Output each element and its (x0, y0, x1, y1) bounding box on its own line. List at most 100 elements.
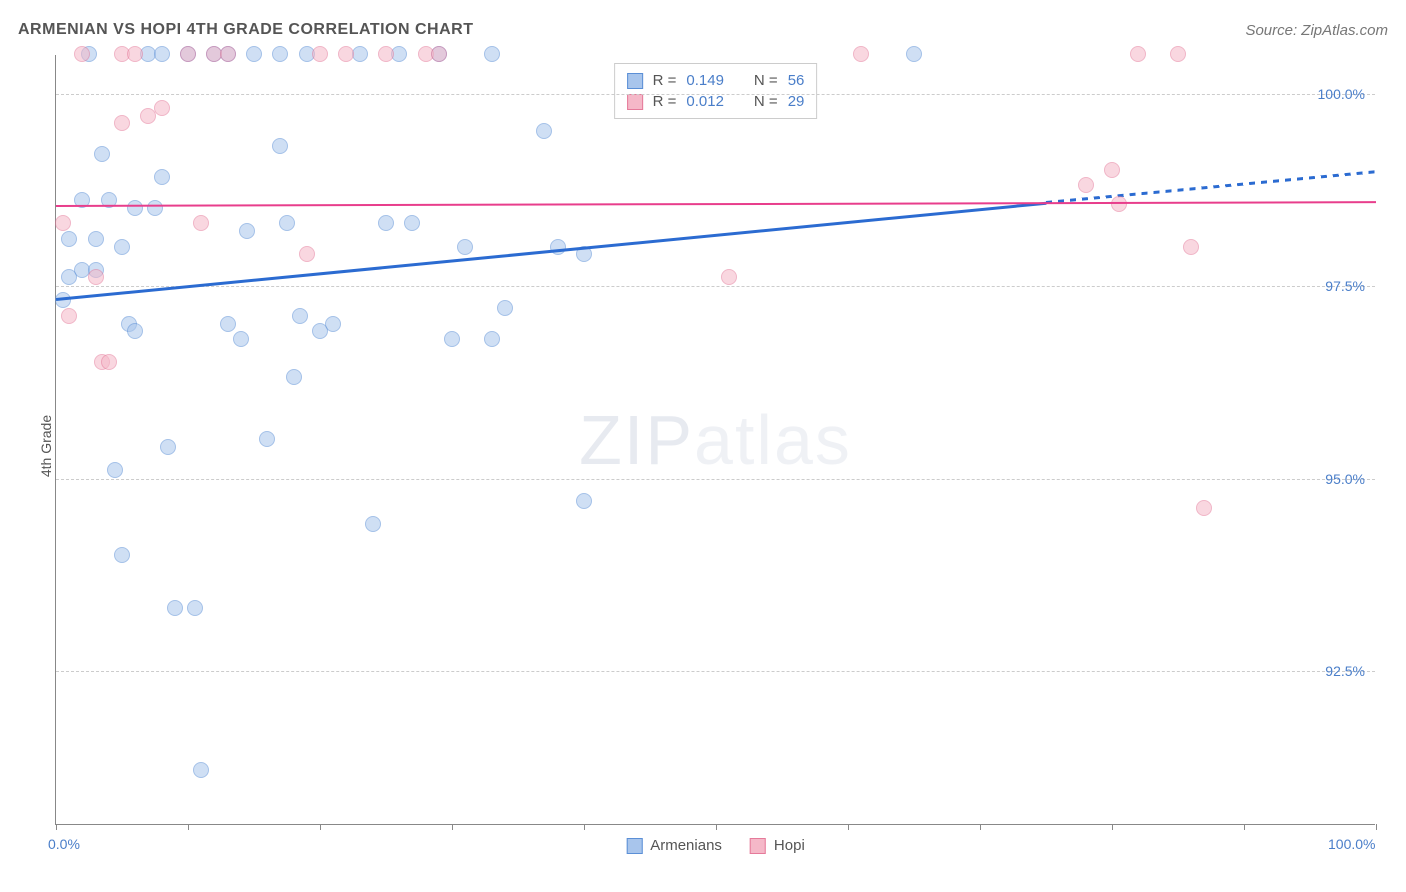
scatter-point-armenians (61, 231, 77, 247)
scatter-point-hopi (1104, 162, 1120, 178)
scatter-point-armenians (272, 46, 288, 62)
chart-header: ARMENIAN VS HOPI 4TH GRADE CORRELATION C… (18, 18, 1388, 42)
scatter-point-armenians (94, 146, 110, 162)
scatter-point-armenians (107, 462, 123, 478)
scatter-point-hopi (114, 115, 130, 131)
scatter-point-hopi (312, 46, 328, 62)
legend-n-label: N = (754, 93, 778, 110)
gridline-h (56, 94, 1375, 95)
watermark-atlas: atlas (694, 401, 852, 479)
scatter-point-armenians (378, 215, 394, 231)
legend-swatch-hopi (750, 838, 766, 854)
scatter-point-armenians (365, 516, 381, 532)
xtick-mark (452, 824, 453, 830)
legend-n-value-armenians: 56 (788, 72, 805, 89)
trend-line (56, 201, 1376, 207)
legend-series-box: Armenians Hopi (626, 837, 805, 854)
xtick-mark (1244, 824, 1245, 830)
scatter-point-armenians (233, 331, 249, 347)
watermark-zip: ZIP (579, 401, 694, 479)
scatter-point-hopi (1196, 500, 1212, 516)
scatter-point-armenians (292, 308, 308, 324)
scatter-point-armenians (906, 46, 922, 62)
legend-item-hopi: Hopi (750, 837, 805, 854)
gridline-h (56, 479, 1375, 480)
scatter-point-armenians (88, 231, 104, 247)
scatter-point-hopi (1130, 46, 1146, 62)
chart-title: ARMENIAN VS HOPI 4TH GRADE CORRELATION C… (18, 21, 474, 39)
scatter-point-armenians (193, 762, 209, 778)
scatter-point-armenians (114, 239, 130, 255)
trend-line (1046, 171, 1376, 204)
legend-swatch-armenians (627, 73, 643, 89)
legend-r-value-hopi: 0.012 (686, 93, 724, 110)
scatter-point-hopi (61, 308, 77, 324)
scatter-point-armenians (325, 316, 341, 332)
legend-swatch-armenians (626, 838, 642, 854)
scatter-point-armenians (457, 239, 473, 255)
xtick-label: 100.0% (1328, 836, 1375, 852)
ytick-label: 100.0% (1318, 86, 1365, 102)
legend-r-value-armenians: 0.149 (686, 72, 724, 89)
scatter-point-armenians (497, 300, 513, 316)
scatter-point-hopi (853, 46, 869, 62)
scatter-point-armenians (444, 331, 460, 347)
scatter-point-hopi (88, 269, 104, 285)
legend-label-armenians: Armenians (650, 837, 722, 854)
scatter-point-hopi (193, 215, 209, 231)
chart-plot-area: ZIPatlas R = 0.149 N = 56 R = 0.012 N = … (55, 55, 1375, 825)
legend-item-armenians: Armenians (626, 837, 722, 854)
xtick-mark (980, 824, 981, 830)
xtick-mark (716, 824, 717, 830)
scatter-point-hopi (74, 46, 90, 62)
scatter-point-hopi (180, 46, 196, 62)
ytick-label: 95.0% (1325, 471, 1365, 487)
scatter-point-armenians (286, 369, 302, 385)
scatter-point-armenians (239, 223, 255, 239)
xtick-mark (320, 824, 321, 830)
scatter-point-armenians (536, 123, 552, 139)
xtick-mark (56, 824, 57, 830)
chart-source: Source: ZipAtlas.com (1245, 22, 1388, 39)
scatter-point-armenians (127, 323, 143, 339)
scatter-point-hopi (127, 46, 143, 62)
legend-stats-box: R = 0.149 N = 56 R = 0.012 N = 29 (614, 63, 818, 119)
scatter-point-hopi (721, 269, 737, 285)
scatter-point-hopi (101, 354, 117, 370)
scatter-point-armenians (279, 215, 295, 231)
scatter-point-armenians (272, 138, 288, 154)
scatter-point-hopi (431, 46, 447, 62)
scatter-point-hopi (338, 46, 354, 62)
scatter-point-hopi (55, 215, 71, 231)
ytick-label: 97.5% (1325, 278, 1365, 294)
scatter-point-armenians (167, 600, 183, 616)
watermark: ZIPatlas (579, 400, 852, 480)
xtick-label: 0.0% (48, 836, 80, 852)
ytick-label: 92.5% (1325, 663, 1365, 679)
scatter-point-armenians (220, 316, 236, 332)
legend-swatch-hopi (627, 94, 643, 110)
scatter-point-hopi (1183, 239, 1199, 255)
scatter-point-armenians (154, 46, 170, 62)
scatter-point-armenians (187, 600, 203, 616)
scatter-point-hopi (1078, 177, 1094, 193)
scatter-point-armenians (404, 215, 420, 231)
scatter-point-armenians (484, 46, 500, 62)
scatter-point-armenians (484, 331, 500, 347)
xtick-mark (188, 824, 189, 830)
scatter-point-armenians (127, 200, 143, 216)
legend-stats-row-armenians: R = 0.149 N = 56 (627, 70, 805, 91)
scatter-point-hopi (378, 46, 394, 62)
xtick-mark (1112, 824, 1113, 830)
xtick-mark (584, 824, 585, 830)
xtick-mark (1376, 824, 1377, 830)
xtick-mark (848, 824, 849, 830)
legend-n-label: N = (754, 72, 778, 89)
legend-label-hopi: Hopi (774, 837, 805, 854)
scatter-point-armenians (576, 493, 592, 509)
gridline-h (56, 286, 1375, 287)
scatter-point-armenians (147, 200, 163, 216)
scatter-point-armenians (246, 46, 262, 62)
scatter-point-armenians (114, 547, 130, 563)
scatter-point-hopi (299, 246, 315, 262)
